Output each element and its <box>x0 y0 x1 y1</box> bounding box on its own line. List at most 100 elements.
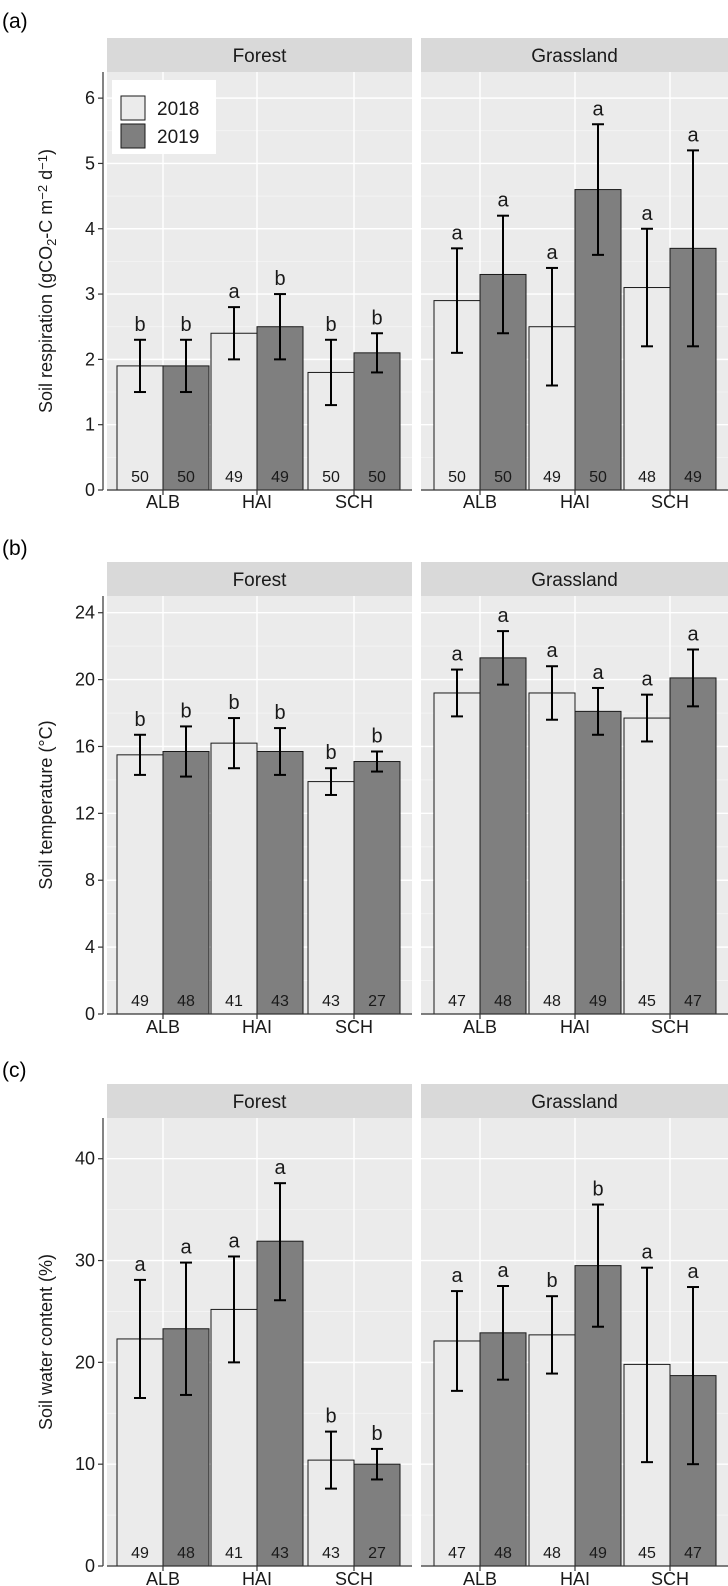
x-tick-label: HAI <box>560 1569 590 1586</box>
bar-2018-alb <box>433 692 481 1015</box>
significance-letter: a <box>687 624 699 646</box>
significance-letter: b <box>325 1406 336 1428</box>
bar-2018-sch <box>307 781 355 1015</box>
facet-strip-label: Forest <box>233 46 288 67</box>
y-tick-label: 2 <box>85 349 95 369</box>
significance-letter: b <box>546 1270 557 1292</box>
x-tick-label: HAI <box>560 492 590 512</box>
y-axis-label-part: 2 <box>44 239 59 246</box>
significance-letter: a <box>451 1265 463 1287</box>
bar-2018-sch <box>623 717 671 1015</box>
sample-size-label: 43 <box>322 1545 340 1562</box>
sample-size-label: 50 <box>131 469 149 486</box>
significance-letter: a <box>497 1260 509 1282</box>
significance-letter: b <box>371 1423 382 1445</box>
significance-letter: a <box>641 669 653 691</box>
sample-size-label: 43 <box>271 993 289 1010</box>
y-tick-label: 24 <box>75 603 95 623</box>
x-tick-label: HAI <box>560 1017 590 1037</box>
legend-key-2019 <box>120 123 146 149</box>
sample-size-label: 45 <box>638 993 656 1010</box>
x-tick-label: HAI <box>242 1569 272 1586</box>
y-tick-label: 0 <box>85 1004 95 1024</box>
significance-letter: b <box>371 307 382 329</box>
y-axis-label: Soil respiration (gCO2-C m−2 d−1) <box>35 149 59 413</box>
y-axis-label-part: Soil respiration (gCO <box>36 246 56 413</box>
x-tick-label: SCH <box>335 492 373 512</box>
x-tick-label: SCH <box>335 1569 373 1586</box>
x-tick-label: ALB <box>463 1017 497 1037</box>
sample-size-label: 48 <box>494 993 512 1010</box>
x-tick-label: SCH <box>651 1569 689 1586</box>
panel-c: (c) Soil water content (%) 0 10 20 30 40 Forest… <box>2 1059 728 1586</box>
sample-size-label: 48 <box>494 1545 512 1562</box>
significance-letter: a <box>497 190 509 212</box>
sample-size-label: 43 <box>322 993 340 1010</box>
sample-size-label: 49 <box>131 993 149 1010</box>
facet-strip-label: Grassland <box>531 46 618 67</box>
significance-letter: b <box>228 692 239 714</box>
y-tick-label: 8 <box>85 870 95 890</box>
sample-size-label: 49 <box>684 469 702 486</box>
facet-strip <box>107 1084 412 1118</box>
x-tick-label: SCH <box>651 492 689 512</box>
sample-size-label: 47 <box>448 993 466 1010</box>
facet-forest: Forest a 49 a 41 b 43 a 48 a 43 b 27 ALB HAI SCH <box>107 1084 412 1586</box>
facet-strip <box>421 38 728 72</box>
significance-letter: a <box>228 281 240 303</box>
significance-letter: a <box>687 124 699 146</box>
sample-size-label: 49 <box>271 469 289 486</box>
sample-size-label: 43 <box>271 1545 289 1562</box>
sample-size-label: 27 <box>368 993 386 1010</box>
sample-size-label: 50 <box>494 469 512 486</box>
panel-b: (b)Soil temperature (°C)04812162024Fores… <box>2 537 728 1037</box>
y-axis-label-part: −1 <box>35 155 50 170</box>
x-tick-label: ALB <box>146 1017 180 1037</box>
x-tick-label: ALB <box>463 492 497 512</box>
sample-size-label: 50 <box>322 469 340 486</box>
legend: 2018 2019 <box>112 80 216 154</box>
sample-size-label: 27 <box>368 1545 386 1562</box>
facet-grassland: Grassland a 47 a 48 a 45 a 48 a 49 a 47 ALB HAI SCH <box>421 562 728 1037</box>
facet-strip <box>421 1084 728 1118</box>
y-tick-label: 20 <box>75 1352 95 1372</box>
y-tick-label: 40 <box>75 1149 95 1169</box>
y-tick-label: 20 <box>75 670 95 690</box>
significance-letter: a <box>497 605 509 627</box>
sample-size-label: 49 <box>589 1545 607 1562</box>
y-axis-label-part: −2 <box>35 185 50 200</box>
bar-2019-alb <box>479 1332 527 1567</box>
bar-2018-hai <box>528 692 576 1015</box>
legend-label: 2019 <box>157 127 199 148</box>
significance-letter: a <box>546 640 558 662</box>
significance-letter: a <box>641 1242 653 1264</box>
x-tick-label: SCH <box>335 1017 373 1037</box>
y-tick-label: 1 <box>85 415 95 435</box>
y-tick-label: 3 <box>85 284 95 304</box>
sample-size-label: 45 <box>638 1545 656 1562</box>
sample-size-label: 41 <box>225 993 243 1010</box>
panel-a: (a)Soil respiration (gCO2-C m−2 d−1)0123… <box>2 10 728 512</box>
x-tick-label: SCH <box>651 1017 689 1037</box>
bar-2019-hai <box>574 710 622 1015</box>
sample-size-label: 49 <box>589 993 607 1010</box>
legend-label: 2018 <box>157 99 199 120</box>
significance-letter: b <box>325 742 336 764</box>
sample-size-label: 48 <box>638 469 656 486</box>
facet-strip-label: Grassland <box>531 1092 618 1113</box>
sample-size-label: 48 <box>177 1545 195 1562</box>
significance-letter: b <box>180 314 191 336</box>
sample-size-label: 50 <box>177 469 195 486</box>
significance-letter: a <box>546 242 558 264</box>
y-tick-label: 30 <box>75 1251 95 1271</box>
significance-letter: a <box>592 98 604 120</box>
y-axis-label: Soil temperature (°C) <box>36 720 56 889</box>
sample-size-label: 50 <box>448 469 466 486</box>
sample-size-label: 48 <box>177 993 195 1010</box>
facet-strip-label: Forest <box>233 1092 288 1113</box>
y-tick-label: 16 <box>75 736 95 756</box>
sample-size-label: 47 <box>684 1545 702 1562</box>
x-tick-label: HAI <box>242 492 272 512</box>
bar-2019-hai <box>256 750 304 1015</box>
